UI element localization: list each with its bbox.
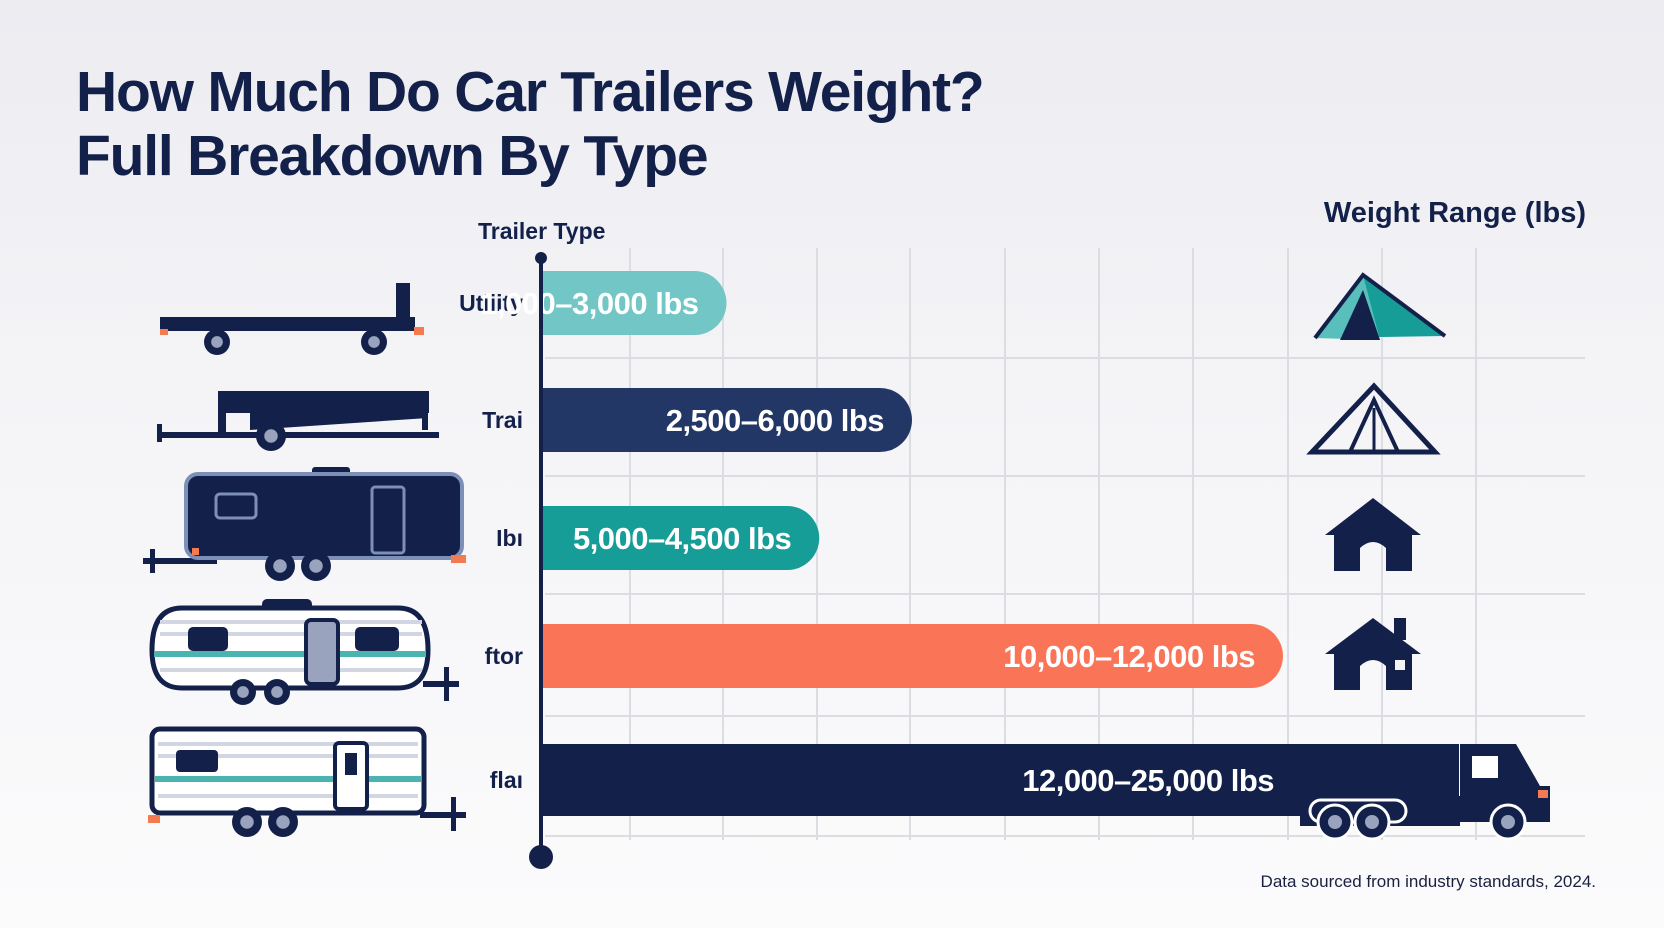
camper-wheel-front-hub xyxy=(240,815,254,829)
camper-stripe-2 xyxy=(158,794,418,798)
flatbed-light-left xyxy=(160,329,168,335)
cargo-door xyxy=(370,485,406,555)
flatbed-wheel-front-hub xyxy=(211,336,223,348)
tent2-inner xyxy=(1348,395,1400,453)
category-label-4: flaı xyxy=(490,767,523,793)
cargo-tail-light xyxy=(451,555,466,563)
travel-window-left xyxy=(188,627,228,651)
data-label-3: 10,000–12,000 lbs xyxy=(1003,639,1255,674)
cargo-body xyxy=(184,472,464,560)
cargo-front-light xyxy=(192,548,199,555)
travel-wheel-rear-hub xyxy=(271,686,283,698)
camper-stripe-1 xyxy=(158,754,418,758)
bar-square-end-0 xyxy=(541,271,605,335)
weight-range-axis-label: Weight Range (lbs) xyxy=(1323,197,1586,229)
camper-stripe-0 xyxy=(158,742,418,746)
data-label-4: 12,000–25,000 lbs xyxy=(1022,763,1274,798)
car-hauler-trailer-icon xyxy=(157,391,439,451)
tent-icon xyxy=(1313,272,1447,340)
truck-window xyxy=(1472,756,1498,778)
data-labels: 1,000–3,000 lbs 2,500–6,000 lbs 5,000–4,50… xyxy=(480,286,1274,798)
tent-outline-icon xyxy=(1306,382,1441,455)
hauler-front-post xyxy=(218,391,226,438)
cargo-jack xyxy=(150,549,155,573)
source-note: Data sourced from industry standards, 20… xyxy=(1260,872,1596,891)
flatbed-wheel-rear-hub xyxy=(368,336,380,348)
travel-jack xyxy=(444,667,449,701)
house2-shape xyxy=(1325,618,1421,690)
category-label-0: Utiiity xyxy=(459,290,523,316)
cargo-tongue xyxy=(143,558,217,564)
chart-bars xyxy=(541,271,1459,816)
semi-truck-icon xyxy=(1300,744,1550,841)
hauler-wheel-hub xyxy=(264,429,278,443)
category-labels: Utiiity Trai Ibı ftor flaı xyxy=(459,290,523,793)
house-chimney-icon xyxy=(1325,618,1421,690)
chart-title: How Much Do Car Trailers Weight? Full Br… xyxy=(76,60,985,188)
cargo-wheel-rear-hub xyxy=(309,559,323,573)
flatbed-headboard xyxy=(396,283,410,327)
cargo-wheel-front-hub xyxy=(273,559,287,573)
truck-hub-2 xyxy=(1501,815,1515,829)
camper-door xyxy=(333,741,369,811)
house-shape xyxy=(1325,498,1421,571)
travel-wheel-front-hub xyxy=(237,686,249,698)
data-label-1: 2,500–6,000 lbs xyxy=(666,403,884,438)
bar-square-end-1 xyxy=(541,388,605,452)
travel-trailer-icon xyxy=(149,599,459,705)
tent-door xyxy=(1340,290,1380,340)
hauler-ramp xyxy=(250,405,428,430)
flatbed-light-right xyxy=(414,327,424,335)
camper-tail-light xyxy=(148,815,160,823)
travel-stripe-1 xyxy=(160,632,422,636)
tent-outline xyxy=(1313,272,1447,340)
flatbed-trailer-icon xyxy=(160,283,424,355)
travel-teal-stripe xyxy=(154,651,426,657)
bar-square-end-2 xyxy=(541,506,605,570)
camper-trailer-icon xyxy=(148,726,466,837)
chart-subtitle: Full Breakdown By Type xyxy=(76,124,709,188)
data-label-0: 1,000–3,000 lbs xyxy=(480,286,698,321)
camper-door-window xyxy=(345,753,357,775)
flatbed-deck xyxy=(160,317,415,331)
hauler-rear-post xyxy=(422,400,428,430)
category-label-3: ftor xyxy=(485,643,523,669)
travel-window-right xyxy=(355,627,399,651)
axis-bottom-dot xyxy=(529,845,553,869)
enclosed-cargo-trailer-icon xyxy=(143,467,466,581)
hauler-jack xyxy=(157,424,162,442)
truck-hub-1 xyxy=(1365,815,1379,829)
axis-top-dot xyxy=(535,252,547,264)
house2-window xyxy=(1395,660,1405,670)
hauler-tongue xyxy=(157,432,439,438)
data-label-2: 5,000–4,500 lbs xyxy=(573,521,791,556)
chart-title-line1: How Much Do Car Trailers Weight? xyxy=(76,60,985,124)
house2-chimney xyxy=(1394,618,1406,640)
house-icon xyxy=(1325,498,1421,571)
cargo-window xyxy=(214,492,258,520)
trailer-icons xyxy=(143,283,466,837)
bar-2 xyxy=(541,506,820,570)
bar-1 xyxy=(541,388,912,452)
camper-tongue xyxy=(420,812,466,818)
truck-headlight xyxy=(1538,790,1548,798)
camper-wheel-rear-hub xyxy=(276,815,290,829)
trailer-type-axis-label: Trailer Type xyxy=(478,218,606,244)
travel-door xyxy=(304,618,340,686)
weight-icons xyxy=(1300,272,1550,841)
bar-3 xyxy=(541,624,1283,688)
category-label-1: Trai xyxy=(482,407,523,433)
category-label-2: Ibı xyxy=(496,525,523,551)
camper-jack xyxy=(451,797,456,831)
bar-square-end-3 xyxy=(541,624,605,688)
camper-window xyxy=(176,750,218,772)
category-axis xyxy=(529,252,553,869)
travel-stripe-2 xyxy=(160,668,422,672)
travel-stripe-0 xyxy=(160,620,422,624)
camper-teal-stripe xyxy=(155,776,421,782)
truck-hub-0 xyxy=(1328,815,1342,829)
travel-tongue xyxy=(423,681,459,687)
